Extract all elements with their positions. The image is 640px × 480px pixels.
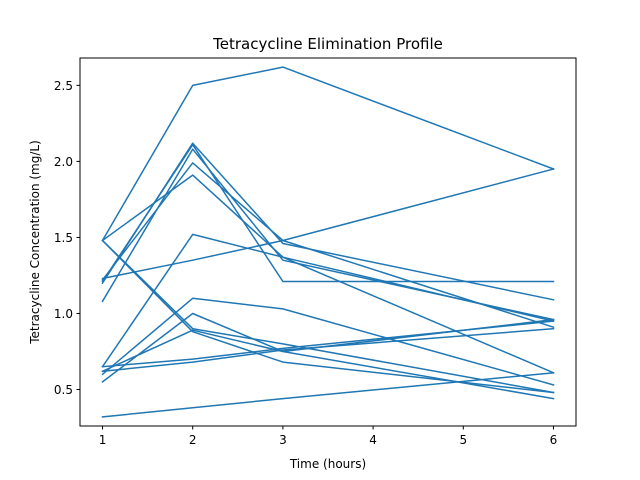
series-line-14	[101, 148, 555, 321]
series-line-12	[101, 320, 555, 368]
y-tick-label: 1.5	[54, 231, 73, 245]
series-line-1	[101, 66, 555, 242]
x-axis-label: Time (hours)	[289, 457, 366, 471]
y-axis: 0.5 1.0 1.5 2.0 2.5	[54, 79, 80, 397]
x-tick-label: 1	[99, 433, 107, 447]
series-line-5	[101, 143, 555, 283]
series-layer	[101, 66, 555, 418]
y-tick-label: 2.5	[54, 79, 73, 93]
x-tick-label: 2	[189, 433, 197, 447]
series-line-16	[101, 327, 555, 373]
y-axis-label: Tetracycline Concentration (mg/L)	[28, 140, 42, 345]
series-line-8	[101, 312, 555, 383]
x-tick-label: 6	[550, 433, 558, 447]
y-tick-label: 1.0	[54, 307, 73, 321]
x-tick-label: 4	[369, 433, 377, 447]
x-axis: 1 2 3 4 5 6	[99, 426, 558, 447]
series-line-4	[101, 174, 555, 323]
chart-title: Tetracycline Elimination Profile	[212, 35, 443, 53]
plot-frame	[79, 57, 577, 427]
series-line-2	[101, 162, 555, 329]
x-tick-label: 3	[279, 433, 287, 447]
series-line-13	[101, 371, 555, 418]
x-tick-label: 5	[459, 433, 467, 447]
series-line-6	[101, 233, 555, 374]
series-line-15	[101, 168, 555, 280]
series-line-9	[101, 239, 555, 394]
y-tick-label: 2.0	[54, 155, 73, 169]
series-line-7	[101, 297, 555, 386]
y-tick-label: 0.5	[54, 383, 73, 397]
series-line-11	[101, 329, 555, 400]
series-line-10	[101, 239, 555, 394]
